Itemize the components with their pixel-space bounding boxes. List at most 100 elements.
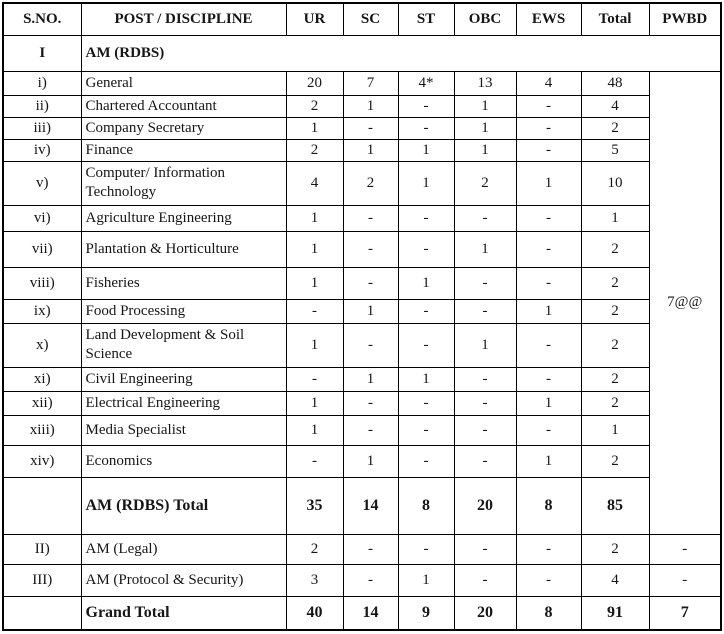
cell-st: 1 bbox=[397, 366, 455, 392]
column-header-obc: OBC bbox=[453, 2, 517, 36]
cell-ur: 35 bbox=[285, 476, 344, 535]
cell-post: Company Secretary bbox=[80, 116, 287, 140]
cell-obc: - bbox=[453, 533, 517, 565]
cell-sno: III) bbox=[2, 563, 82, 597]
grand-total-row: Grand Total 40 14 9 20 8 91 7 bbox=[2, 595, 722, 631]
cell-st: - bbox=[397, 322, 455, 368]
cell-sc: - bbox=[342, 204, 399, 232]
cell-ews: - bbox=[515, 266, 582, 300]
cell-st: - bbox=[397, 533, 455, 565]
cell-total: 2 bbox=[580, 366, 650, 392]
cell-obc: - bbox=[453, 563, 517, 597]
cell-obc: 20 bbox=[453, 595, 517, 631]
cell-sc: 2 bbox=[342, 160, 399, 206]
cell-obc: 13 bbox=[453, 70, 517, 96]
cell-sno: iv) bbox=[2, 138, 82, 162]
cell-total: 91 bbox=[580, 595, 650, 631]
cell-total: 2 bbox=[580, 444, 650, 478]
cell-st: - bbox=[397, 444, 455, 478]
cell-sno: vi) bbox=[2, 204, 82, 232]
cell-ews: 4 bbox=[515, 70, 582, 96]
cell-st: - bbox=[397, 94, 455, 118]
cell-obc: - bbox=[453, 414, 517, 446]
cell-sno: xiv) bbox=[2, 444, 82, 478]
cell-st: - bbox=[397, 204, 455, 232]
table-row: v) Computer/ Information Technology 4 2 … bbox=[2, 160, 721, 206]
cell-total: 2 bbox=[580, 298, 650, 324]
cell-st: 4* bbox=[397, 70, 455, 96]
table-row: i) General 20 7 4* 13 4 48 7@@ bbox=[2, 70, 722, 535]
cell-ur: 4 bbox=[285, 160, 344, 206]
am-protocol-row: III) AM (Protocol & Security) 3 - 1 - - … bbox=[2, 563, 722, 597]
cell-total-label: Grand Total bbox=[80, 595, 287, 631]
cell-sno: viii) bbox=[2, 266, 82, 300]
cell-total: 2 bbox=[580, 533, 650, 565]
cell-ur: 1 bbox=[285, 230, 344, 268]
cell-sc: 1 bbox=[342, 94, 399, 118]
table-row: xii) Electrical Engineering 1 - - - 1 2 bbox=[2, 390, 721, 416]
column-header-st: ST bbox=[397, 2, 455, 36]
cell-total: 4 bbox=[580, 94, 650, 118]
cell-obc: 2 bbox=[453, 160, 517, 206]
cell-ur: 2 bbox=[285, 138, 344, 162]
cell-ews: - bbox=[515, 322, 582, 368]
cell-obc: 1 bbox=[453, 94, 517, 118]
cell-total: 2 bbox=[580, 390, 650, 416]
cell-pwbd-merged: 7@@ bbox=[648, 70, 722, 535]
cell-ews: 8 bbox=[515, 595, 582, 631]
cell-obc: - bbox=[453, 366, 517, 392]
column-header-ur: UR bbox=[285, 2, 344, 36]
table-row: vii) Plantation & Horticulture 1 - - 1 -… bbox=[2, 230, 721, 268]
cell-sno: ii) bbox=[2, 94, 82, 118]
cell-post: Media Specialist bbox=[80, 414, 287, 446]
cell-st: 1 bbox=[397, 563, 455, 597]
cell-st: 8 bbox=[397, 476, 455, 535]
table-row: x) Land Development & Soil Science 1 - -… bbox=[2, 322, 721, 368]
cell-ews: - bbox=[515, 138, 582, 162]
cell-sc: 14 bbox=[342, 476, 399, 535]
cell-st: 9 bbox=[397, 595, 455, 631]
cell-obc: 1 bbox=[453, 116, 517, 140]
cell-sc: - bbox=[342, 230, 399, 268]
cell-obc: 1 bbox=[453, 230, 517, 268]
cell-sno: x) bbox=[2, 322, 82, 368]
cell-sc: 7 bbox=[342, 70, 399, 96]
table-row: iv) Finance 2 1 1 1 - 5 bbox=[2, 138, 721, 162]
cell-ews: 1 bbox=[515, 298, 582, 324]
cell-st: - bbox=[397, 116, 455, 140]
cell-post: Civil Engineering bbox=[80, 366, 287, 392]
cell-st: 1 bbox=[397, 138, 455, 162]
cell-total: 5 bbox=[580, 138, 650, 162]
cell-sno: vii) bbox=[2, 230, 82, 268]
cell-ur: - bbox=[285, 366, 344, 392]
column-header-ews: EWS bbox=[515, 2, 582, 36]
table-row: iii) Company Secretary 1 - - 1 - 2 bbox=[2, 116, 721, 140]
cell-sno-empty bbox=[2, 595, 82, 631]
cell-total: 2 bbox=[580, 322, 650, 368]
cell-pwbd: - bbox=[648, 533, 722, 565]
cell-post: Food Processing bbox=[80, 298, 287, 324]
cell-ur: 1 bbox=[285, 322, 344, 368]
cell-sc: 1 bbox=[342, 298, 399, 324]
cell-st: - bbox=[397, 414, 455, 446]
table-row: ii) Chartered Accountant 2 1 - 1 - 4 bbox=[2, 94, 721, 118]
cell-ews: - bbox=[515, 533, 582, 565]
cell-post: Finance bbox=[80, 138, 287, 162]
table-row: ix) Food Processing - 1 - - 1 2 bbox=[2, 298, 721, 324]
table-header-row: S.NO. POST / DISCIPLINE UR SC ST OBC EWS… bbox=[2, 2, 722, 36]
cell-total: 1 bbox=[580, 204, 650, 232]
cell-total: 2 bbox=[580, 230, 650, 268]
am-legal-row: II) AM (Legal) 2 - - - - 2 - bbox=[2, 533, 722, 565]
cell-sc: 1 bbox=[342, 138, 399, 162]
cell-post: Agriculture Engineering bbox=[80, 204, 287, 232]
column-header-sno: S.NO. bbox=[2, 2, 82, 36]
cell-sc: - bbox=[342, 266, 399, 300]
table-row: xi) Civil Engineering - 1 1 - - 2 bbox=[2, 366, 721, 392]
cell-st: 1 bbox=[397, 266, 455, 300]
column-header-sc: SC bbox=[342, 2, 399, 36]
cell-ur: - bbox=[285, 444, 344, 478]
cell-obc: 1 bbox=[453, 322, 517, 368]
cell-sno: xii) bbox=[2, 390, 82, 416]
